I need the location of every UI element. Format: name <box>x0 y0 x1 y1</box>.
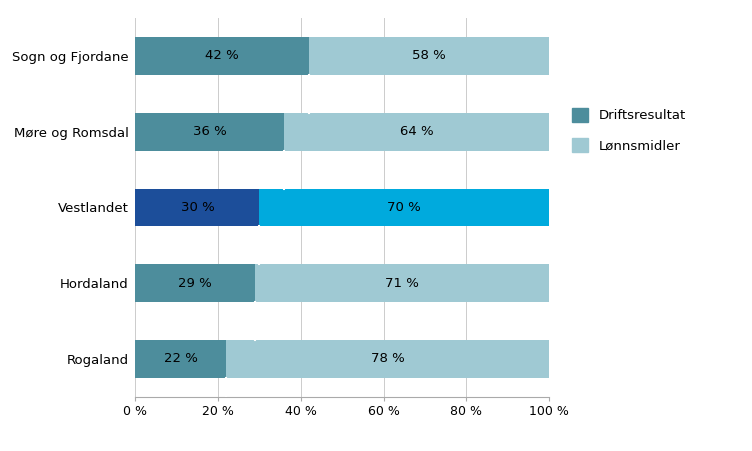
Text: 70 %: 70 % <box>387 201 421 214</box>
Bar <box>135 37 309 75</box>
Bar <box>284 113 549 151</box>
Text: 64 %: 64 % <box>400 125 433 138</box>
Bar <box>259 189 549 226</box>
Bar <box>309 37 549 75</box>
Text: 42 %: 42 % <box>205 50 239 62</box>
Bar <box>135 189 259 226</box>
Text: 58 %: 58 % <box>412 50 446 62</box>
Text: 30 %: 30 % <box>180 201 214 214</box>
Bar <box>135 113 284 151</box>
Text: 36 %: 36 % <box>193 125 226 138</box>
Text: 29 %: 29 % <box>178 277 212 290</box>
Bar <box>135 264 255 302</box>
Text: 22 %: 22 % <box>164 353 198 365</box>
Text: 71 %: 71 % <box>385 277 419 290</box>
Bar <box>226 340 549 378</box>
Bar <box>135 340 226 378</box>
Legend: Driftsresultat, Lønnsmidler: Driftsresultat, Lønnsmidler <box>572 108 686 152</box>
Bar <box>255 264 549 302</box>
Text: 78 %: 78 % <box>371 353 405 365</box>
